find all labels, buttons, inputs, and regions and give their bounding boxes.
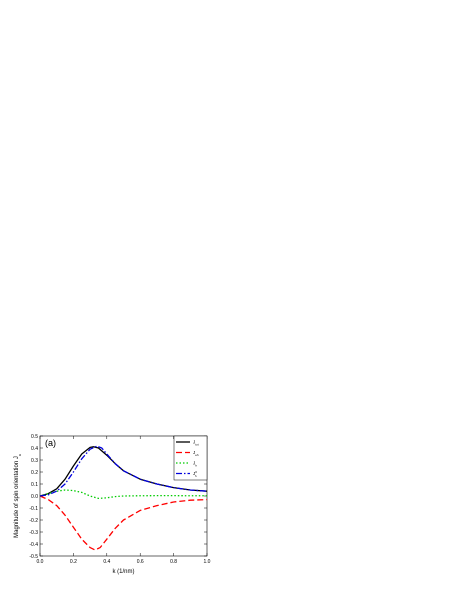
y-tick-label: 0.2 (31, 470, 38, 476)
legend-label-3: J0 h (193, 470, 197, 478)
x-tick-label: 0.8 (170, 559, 177, 565)
y-tick-label: 0.3 (31, 458, 38, 464)
legend-label-2: Jh (193, 461, 197, 468)
y-tick-label: -0.4 (29, 542, 38, 548)
y-tick-label: -0.1 (29, 506, 38, 512)
legend: Jtot Jeh Jh J0 h (173, 435, 208, 481)
y-tick-label: -0.5 (29, 554, 38, 560)
series-line-0 (39, 446, 208, 497)
y-tick-label: 0.5 (31, 434, 38, 440)
x-tick-label: 0.2 (70, 559, 77, 565)
y-tick-label: -0.2 (29, 518, 38, 524)
y-tick-label: 0.1 (31, 482, 38, 488)
x-tick-label: 1.0 (204, 559, 211, 565)
series-line-3 (39, 445, 208, 497)
y-tick-label: -0.3 (29, 530, 38, 536)
x-tick-label: 0.6 (137, 559, 144, 565)
legend-label-0: Jtot (193, 440, 199, 447)
y-axis-title-sub: x (17, 454, 22, 456)
legend-label-1: Jeh (193, 450, 199, 457)
series-line-2 (39, 489, 207, 500)
series-line-1 (39, 495, 208, 551)
x-axis-title: k (1/nm) (112, 569, 134, 575)
y-axis-title-main: Magnitude of spin orientation J (14, 456, 20, 538)
panel-label: (a) (45, 438, 56, 448)
x-tick-label: 0.0 (37, 559, 44, 565)
y-tick-label: 0.0 (31, 494, 38, 500)
y-tick-label: 0.4 (31, 446, 38, 452)
series-lines (39, 445, 208, 551)
y-axis-title: Magnitude of spin orientation Jx (14, 454, 22, 538)
axis-ticks: 0.0 0.2 0.4 0.6 0.8 1.0 -0.5 -0.4 -0.3 -0.2 -0.1 0.… (29, 434, 210, 565)
x-tick-label: 0.4 (103, 559, 110, 565)
legend-box (173, 435, 208, 481)
